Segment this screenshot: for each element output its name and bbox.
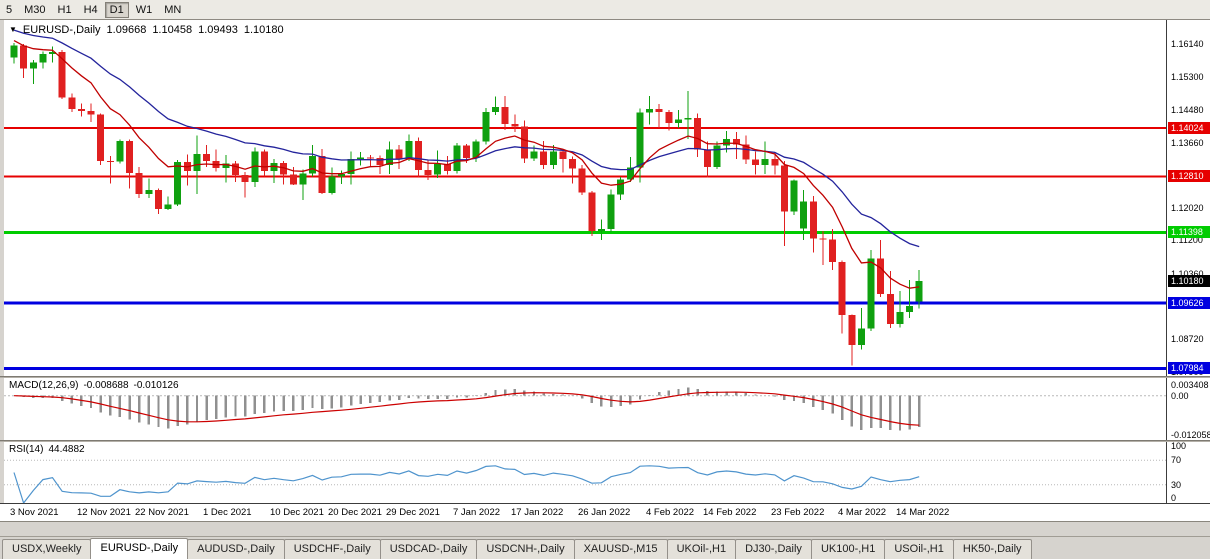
ma-fast-line bbox=[13, 40, 920, 289]
macd-axis-label: -0.012058 bbox=[1171, 430, 1210, 440]
date-label: 1 Dec 2021 bbox=[203, 507, 252, 518]
chart-window: ▼ EURUSD-,Daily 1.09668 1.10458 1.09493 … bbox=[0, 20, 1210, 522]
chart-tab-XAUUSD-,M15[interactable]: XAUUSD-,M15 bbox=[573, 539, 668, 559]
ohlc-close: 1.10180 bbox=[243, 24, 284, 36]
rsi-value: 44.4882 bbox=[48, 444, 85, 455]
timeframe-button-W1[interactable]: W1 bbox=[135, 3, 153, 16]
date-label: 22 Nov 2021 bbox=[135, 507, 189, 518]
price-axis-label: 1.12020 bbox=[1171, 203, 1204, 213]
pane-splitter-macd[interactable] bbox=[0, 376, 1210, 378]
current-price-tag: 1.10180 bbox=[1168, 275, 1210, 287]
rsi-axis-label: 100 bbox=[1171, 441, 1187, 451]
date-label: 23 Feb 2022 bbox=[771, 507, 825, 518]
ohlc-open: 1.09668 bbox=[106, 24, 147, 36]
macd-histogram bbox=[22, 387, 921, 431]
chart-tab-UK100-,H1[interactable]: UK100-,H1 bbox=[810, 539, 886, 559]
macd-indicator-canvas[interactable] bbox=[4, 378, 1166, 440]
price-tag-1.14024: 1.14024 bbox=[1168, 122, 1210, 134]
price-axis-label: 1.15300 bbox=[1171, 72, 1204, 82]
rsi-indicator-canvas[interactable] bbox=[4, 442, 1166, 503]
macd-axis-label: 0.003408 bbox=[1171, 380, 1209, 390]
macd-name: MACD(12,26,9) bbox=[9, 380, 79, 391]
date-label: 14 Mar 2022 bbox=[896, 507, 950, 518]
pane-splitter-rsi[interactable] bbox=[0, 440, 1210, 442]
timeframe-button-M30[interactable]: M30 bbox=[24, 3, 46, 16]
price-tag-1.12810: 1.12810 bbox=[1168, 170, 1210, 182]
rsi-axis-label: 30 bbox=[1171, 480, 1182, 490]
timeframe-toolbar: 5 M30 H1 H4 D1 W1 MN bbox=[0, 0, 1210, 20]
macd-signal-value: -0.010126 bbox=[133, 380, 179, 391]
rsi-label: RSI(14) 44.4882 bbox=[9, 444, 85, 455]
date-label: 3 Nov 2021 bbox=[10, 507, 59, 518]
candles bbox=[10, 43, 923, 366]
date-label: 4 Mar 2022 bbox=[838, 507, 887, 518]
macd-axis-label: 0.00 bbox=[1171, 391, 1189, 401]
date-label: 14 Feb 2022 bbox=[703, 507, 757, 518]
timeframe-button-MN[interactable]: MN bbox=[164, 3, 182, 16]
chart-symbol-period: EURUSD-,Daily bbox=[22, 24, 101, 36]
chart-tab-AUDUSD-,Daily[interactable]: AUDUSD-,Daily bbox=[187, 539, 285, 559]
timeframe-button-H1[interactable]: H1 bbox=[57, 3, 72, 16]
date-label: 10 Dec 2021 bbox=[270, 507, 324, 518]
chart-tab-USDCNH-,Daily[interactable]: USDCNH-,Daily bbox=[476, 539, 575, 559]
timeframe-button-5[interactable]: 5 bbox=[6, 3, 13, 16]
price-axis-label: 1.10360 bbox=[1171, 269, 1204, 279]
price-axis-label: 1.14480 bbox=[1171, 105, 1204, 115]
rsi-name: RSI(14) bbox=[9, 444, 44, 455]
price-chart-canvas[interactable] bbox=[4, 20, 1166, 376]
chart-tab-DJ30-,Daily[interactable]: DJ30-,Daily bbox=[735, 539, 812, 559]
chart-tab-USDX,Weekly[interactable]: USDX,Weekly bbox=[2, 539, 92, 559]
chart-dropdown-icon: ▼ bbox=[9, 25, 17, 34]
price-axis-label: 1.08720 bbox=[1171, 334, 1204, 344]
date-label: 29 Dec 2021 bbox=[386, 507, 440, 518]
macd-signal-line bbox=[13, 391, 920, 426]
rsi-axis-label: 0 bbox=[1171, 493, 1177, 503]
macd-value: -0.008688 bbox=[83, 380, 129, 391]
chart-tab-HK50-,Daily[interactable]: HK50-,Daily bbox=[952, 539, 1032, 559]
ohlc-high: 1.10458 bbox=[152, 24, 193, 36]
rsi-axis-label: 70 bbox=[1171, 455, 1182, 465]
date-label: 26 Jan 2022 bbox=[578, 507, 631, 518]
chart-tab-bar: USDX,Weekly EURUSD-,Daily AUDUSD-,Daily USD… bbox=[0, 536, 1210, 559]
time-axis[interactable]: 3 Nov 2021 12 Nov 2021 22 Nov 2021 1 Dec 20… bbox=[0, 503, 1210, 522]
chart-tab-USDCHF-,Daily[interactable]: USDCHF-,Daily bbox=[283, 539, 381, 559]
price-axis-label: 1.13660 bbox=[1171, 138, 1204, 148]
macd-label: MACD(12,26,9) -0.008688 -0.010126 bbox=[9, 380, 179, 391]
date-label: 12 Nov 2021 bbox=[77, 507, 131, 518]
ohlc-low: 1.09493 bbox=[198, 24, 238, 36]
price-axis-label: 1.11200 bbox=[1171, 235, 1203, 245]
ma-slow-line bbox=[13, 29, 920, 248]
price-tag-1.07984: 1.07984 bbox=[1168, 362, 1210, 374]
price-tag-1.11398: 1.11398 bbox=[1168, 226, 1210, 238]
price-tag-1.09626: 1.09626 bbox=[1168, 297, 1210, 309]
chart-tab-USDCAD-,Daily[interactable]: USDCAD-,Daily bbox=[379, 539, 478, 559]
chart-tab-UKOil-,H1[interactable]: UKOil-,H1 bbox=[666, 539, 737, 559]
chart-ohlc-label: ▼ EURUSD-,Daily 1.09668 1.10458 1.09493 … bbox=[9, 24, 284, 36]
rsi-line bbox=[13, 465, 920, 503]
chart-tab-EURUSD-,Daily[interactable]: EURUSD-,Daily bbox=[90, 538, 189, 559]
price-axis-label: 1.16140 bbox=[1171, 39, 1204, 49]
chart-plot-area: ▼ EURUSD-,Daily 1.09668 1.10458 1.09493 … bbox=[4, 20, 1166, 503]
price-axis[interactable]: 1.161401.153001.144801.136601.128401.120… bbox=[1166, 20, 1210, 503]
timeframe-button-H4[interactable]: H4 bbox=[83, 3, 98, 16]
timeframe-button-D1[interactable]: D1 bbox=[104, 1, 129, 18]
date-label: 4 Feb 2022 bbox=[646, 507, 695, 518]
date-label: 20 Dec 2021 bbox=[328, 507, 382, 518]
chart-tab-USOil-,H1[interactable]: USOil-,H1 bbox=[884, 539, 954, 559]
date-label: 17 Jan 2022 bbox=[511, 507, 564, 518]
date-label: 7 Jan 2022 bbox=[453, 507, 501, 518]
